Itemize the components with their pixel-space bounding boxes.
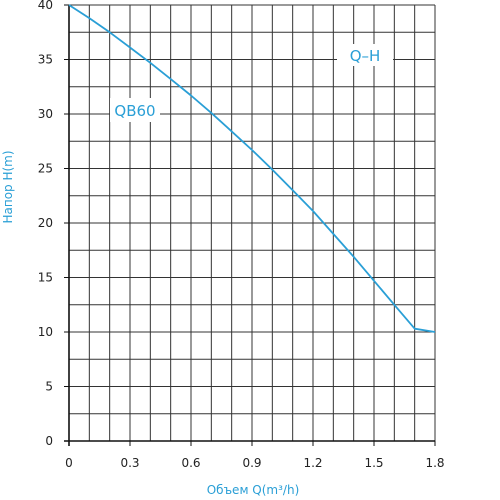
x-tick-label: 1.2 [303,456,322,470]
x-tick-label: 0.6 [181,456,200,470]
curve-label: Q–H [350,47,381,65]
grid [64,4,436,446]
series-layer [68,4,436,333]
y-tick-label: 20 [38,216,53,230]
y-axis-title: Напор H(m) [1,150,15,223]
y-tick-label: 0 [45,434,53,448]
y-tick-label: 25 [38,162,53,176]
x-tick-label: 0.9 [242,456,261,470]
x-tick-label: 1.8 [425,456,444,470]
y-tick-label: 40 [38,0,53,12]
y-tick-labels: 0 5 10 15 20 25 30 35 40 [38,0,69,448]
x-tick-label: 1.5 [364,456,383,470]
x-tick-labels: 0 0.3 0.6 0.9 1.2 1.5 1.8 [65,441,445,470]
x-tick-label: 0 [65,456,73,470]
y-tick-label: 30 [38,107,53,121]
y-tick-label: 35 [38,53,53,67]
series-line-qb60 [68,4,436,333]
x-tick-label: 0.3 [120,456,139,470]
x-axis-title: Объем Q(m³/h) [207,483,300,497]
series-label-qb60: QB60 [114,102,155,120]
y-tick-label: 10 [38,325,53,339]
series-label-bg [110,98,160,122]
y-tick-label: 15 [38,271,53,285]
curve-label-bg [337,44,393,66]
y-tick-label: 5 [45,380,53,394]
